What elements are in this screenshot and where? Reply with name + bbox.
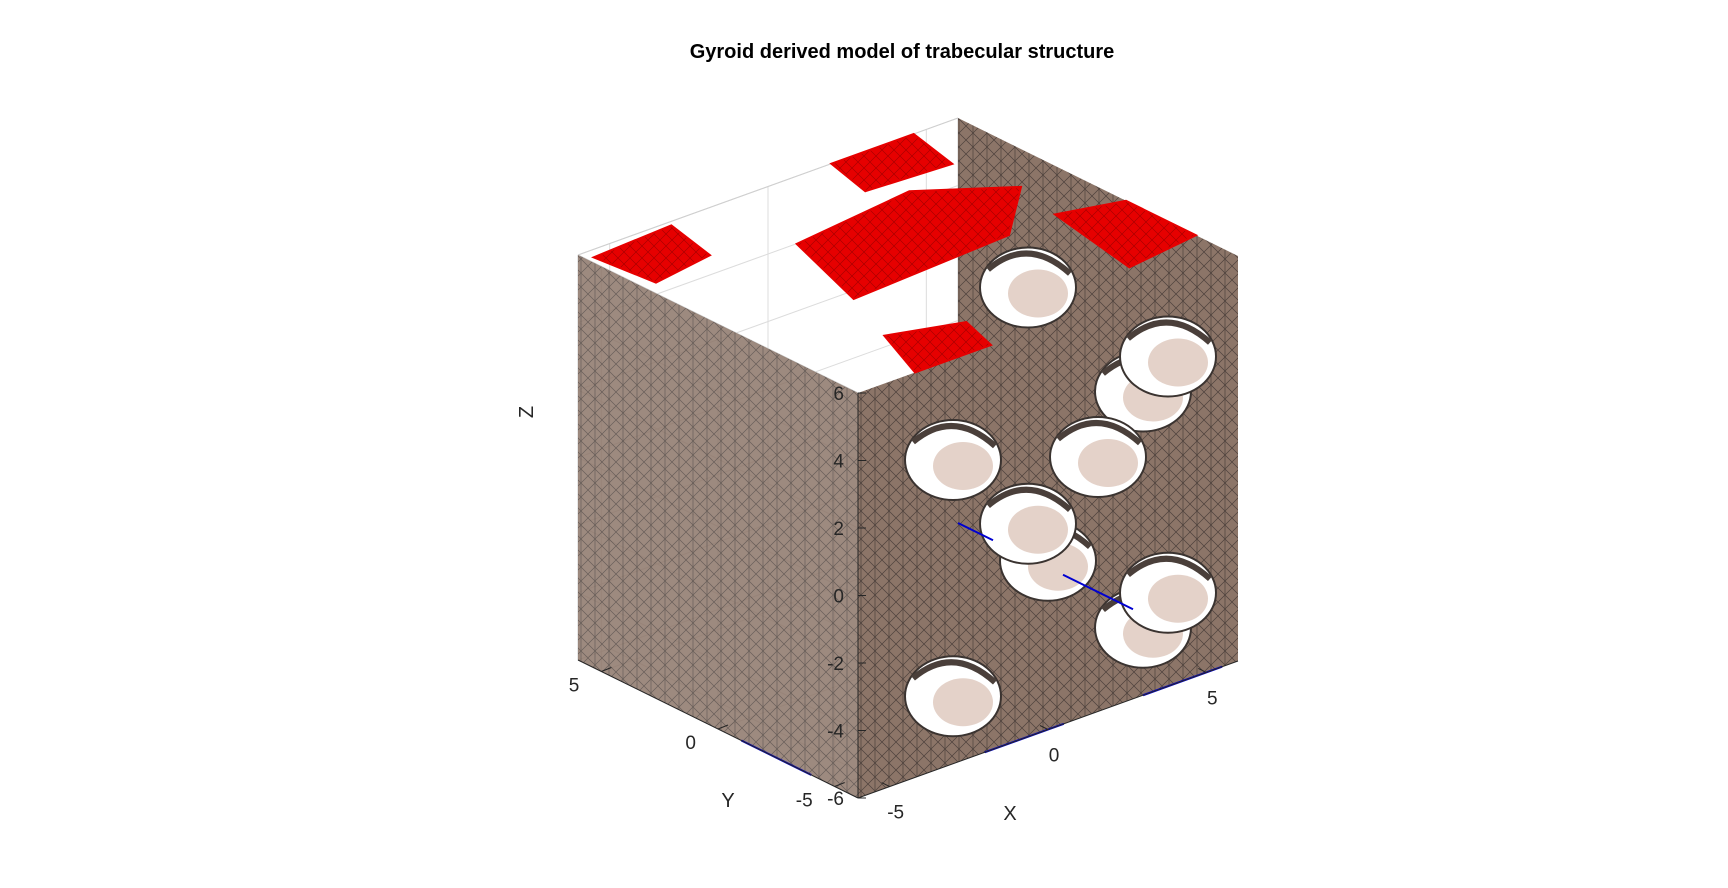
z-tick-label: 2 bbox=[833, 519, 844, 540]
top-cap bbox=[794, 185, 1023, 301]
z-tick-label: 4 bbox=[833, 452, 844, 473]
surface-tunnel bbox=[979, 482, 1077, 565]
bottom-edge bbox=[957, 522, 994, 542]
x-tick-mark bbox=[881, 782, 890, 788]
z-tick-label: -2 bbox=[827, 654, 844, 675]
chart-title: Gyroid derived model of trabecular struc… bbox=[690, 41, 1115, 63]
axis-ticks: -6 -4 -2 0 2 4 6 -5 0 5 -5 0 5 bbox=[569, 384, 1239, 824]
top-cap bbox=[1052, 199, 1199, 269]
z-tick-label: 0 bbox=[833, 587, 844, 608]
surface-tunnel bbox=[1119, 315, 1217, 398]
surface-tunnel bbox=[979, 246, 1077, 329]
surface-tunnel bbox=[904, 419, 1002, 501]
x-axis-label: X bbox=[1003, 803, 1016, 825]
z-tick-label: 6 bbox=[833, 384, 844, 405]
z-tick-label: -4 bbox=[827, 722, 844, 743]
y-tick-mark bbox=[834, 782, 845, 787]
z-axis-label: Z bbox=[516, 406, 538, 418]
top-cap bbox=[829, 132, 955, 193]
y-tick-label: -5 bbox=[796, 791, 813, 812]
gyroid-surface bbox=[578, 118, 1238, 798]
x-tick-mark bbox=[1198, 667, 1207, 673]
y-tick-label: 5 bbox=[569, 676, 580, 697]
bottom-edge bbox=[1062, 573, 1134, 611]
z-tick-label: -6 bbox=[827, 789, 844, 810]
y-axis-label: Y bbox=[721, 790, 734, 812]
surface-tunnel bbox=[1049, 416, 1147, 498]
surface-tunnel bbox=[904, 655, 1002, 738]
top-cap bbox=[591, 224, 712, 284]
x-tick-label: 0 bbox=[1049, 746, 1060, 767]
y-tick-mark bbox=[717, 724, 729, 730]
surface-tunnel bbox=[1119, 551, 1217, 634]
top-cap bbox=[882, 321, 993, 374]
x-tick-mark bbox=[1039, 725, 1049, 730]
x-tick-label: 5 bbox=[1207, 688, 1218, 709]
y-tick-mark bbox=[601, 667, 612, 672]
x-tick-label: -5 bbox=[887, 803, 904, 824]
surface-face-left bbox=[578, 255, 858, 798]
y-tick-label: 0 bbox=[685, 733, 696, 754]
